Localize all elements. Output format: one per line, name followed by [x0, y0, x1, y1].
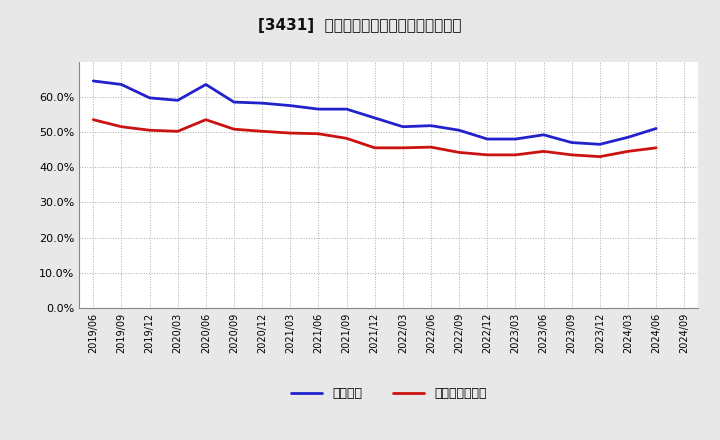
固定長期適合率 [230, 127, 238, 132]
固定長期適合率 [145, 128, 154, 133]
固定比率 [567, 140, 576, 145]
固定長期適合率 [202, 117, 210, 122]
固定長期適合率 [89, 117, 98, 122]
固定比率 [230, 99, 238, 105]
固定長期適合率 [117, 124, 126, 129]
固定長期適合率 [370, 145, 379, 150]
固定長期適合率 [567, 152, 576, 158]
固定比率 [117, 82, 126, 87]
固定長期適合率 [455, 150, 464, 155]
固定比率 [145, 95, 154, 100]
固定比率 [314, 106, 323, 112]
固定長期適合率 [174, 128, 182, 134]
固定比率 [342, 106, 351, 112]
固定比率 [174, 98, 182, 103]
固定長期適合率 [511, 152, 520, 158]
Line: 固定長期適合率: 固定長期適合率 [94, 120, 656, 157]
固定比率 [258, 100, 266, 106]
固定長期適合率 [595, 154, 604, 159]
固定比率 [595, 142, 604, 147]
固定長期適合率 [483, 152, 492, 158]
固定長期適合率 [258, 128, 266, 134]
Text: [3431]  固定比率、固定長期適合率の推移: [3431] 固定比率、固定長期適合率の推移 [258, 18, 462, 33]
固定長期適合率 [399, 145, 408, 150]
固定比率 [539, 132, 548, 137]
固定長期適合率 [652, 145, 660, 150]
固定比率 [624, 135, 632, 140]
固定比率 [286, 103, 294, 108]
Legend: 固定比率, 固定長期適合率: 固定比率, 固定長期適合率 [286, 382, 492, 405]
固定長期適合率 [427, 144, 436, 150]
固定比率 [89, 78, 98, 84]
Line: 固定比率: 固定比率 [94, 81, 656, 144]
固定比率 [511, 136, 520, 142]
固定長期適合率 [624, 149, 632, 154]
固定比率 [399, 124, 408, 129]
固定比率 [455, 128, 464, 133]
固定比率 [483, 136, 492, 142]
固定比率 [202, 82, 210, 87]
固定比率 [370, 115, 379, 121]
固定長期適合率 [286, 130, 294, 136]
固定長期適合率 [539, 149, 548, 154]
固定長期適合率 [342, 136, 351, 141]
固定長期適合率 [314, 131, 323, 136]
固定比率 [652, 126, 660, 131]
固定比率 [427, 123, 436, 128]
